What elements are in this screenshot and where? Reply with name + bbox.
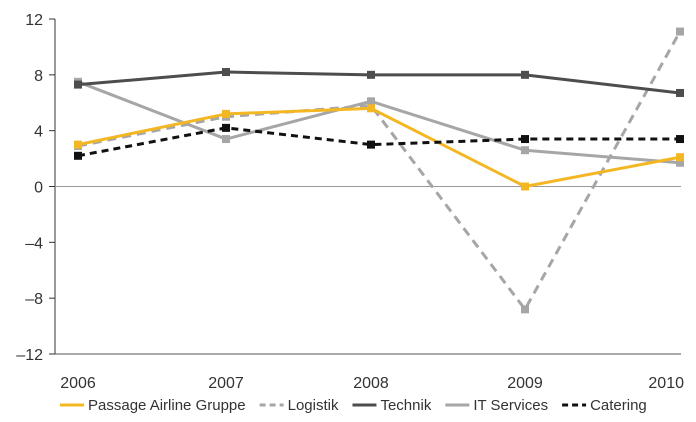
data-point — [367, 104, 375, 113]
data-point — [521, 135, 529, 144]
legend-label: Catering — [590, 397, 647, 414]
data-point — [521, 146, 529, 155]
data-point — [367, 97, 375, 106]
y-tick-label: –8 — [25, 291, 43, 308]
x-tick-label: 2008 — [353, 375, 389, 392]
axes — [49, 18, 681, 355]
x-tick-label: 2006 — [60, 375, 96, 392]
y-tick-label: 4 — [34, 124, 43, 141]
data-point — [367, 70, 375, 79]
y-tick-label: –12 — [16, 347, 43, 364]
data-point — [367, 140, 375, 149]
series-line-it-services — [77, 80, 681, 165]
legend-label: Technik — [380, 397, 431, 414]
series-line-logistik — [77, 30, 682, 311]
y-tick-label: –4 — [25, 235, 43, 252]
legend: Passage Airline Gruppe Logistik Technik IT … — [60, 397, 647, 414]
data-point — [74, 140, 82, 149]
data-point — [676, 135, 684, 144]
data-point — [222, 68, 230, 77]
data-point — [676, 153, 684, 162]
y-tick-label: 12 — [25, 12, 43, 29]
series-line-catering — [77, 126, 680, 158]
tick-labels: 12 8 4 0 –4 –8 –12 2006 2007 2008 2009 2010 — [16, 12, 684, 392]
legend-label: IT Services — [473, 397, 548, 414]
x-tick-label: 2009 — [507, 375, 543, 392]
data-point — [222, 135, 230, 144]
data-point — [521, 182, 529, 191]
series-line-technik — [77, 70, 681, 95]
series-lines — [74, 27, 684, 314]
series-line-passage-airline-gruppe — [77, 106, 681, 188]
legend-label: Passage Airline Gruppe — [88, 397, 246, 414]
data-point — [222, 123, 230, 132]
data-point — [74, 80, 82, 89]
data-point — [676, 158, 684, 167]
data-point — [676, 88, 684, 97]
data-point — [74, 151, 82, 160]
legend-label: Logistik — [288, 397, 339, 414]
x-tick-label: 2010 — [648, 375, 684, 392]
y-tick-label: 0 — [34, 180, 43, 197]
data-point — [521, 305, 529, 314]
data-point — [676, 27, 684, 36]
x-tick-label: 2007 — [208, 375, 244, 392]
y-tick-label: 8 — [34, 68, 43, 85]
data-point — [521, 70, 529, 79]
data-point — [222, 109, 230, 118]
